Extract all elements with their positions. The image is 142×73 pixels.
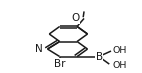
Text: OH: OH — [112, 61, 127, 70]
Text: OH: OH — [112, 46, 127, 55]
Text: O: O — [71, 13, 79, 23]
Text: Br: Br — [54, 59, 65, 69]
Text: B: B — [96, 52, 103, 62]
Text: N: N — [35, 44, 43, 54]
